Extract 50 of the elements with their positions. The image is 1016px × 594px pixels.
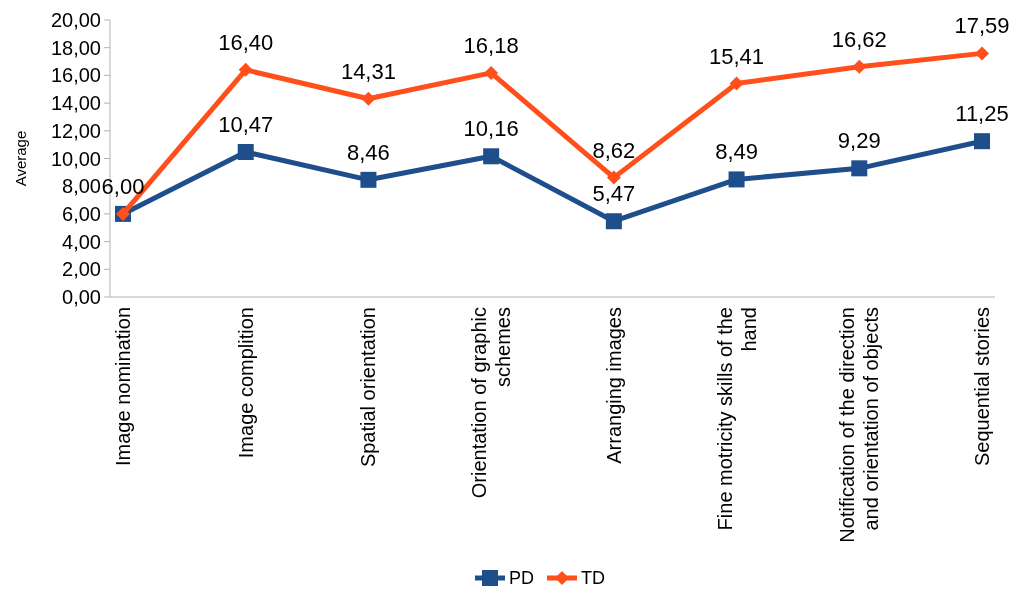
point	[361, 91, 376, 106]
y-tick-label: 2,00	[62, 258, 101, 281]
data-label: 9,29	[837, 128, 881, 154]
point	[729, 76, 744, 91]
y-tick-label: 16,00	[50, 64, 101, 87]
y-tick-label: 4,00	[62, 230, 101, 253]
x-tick-label: Image complition	[234, 307, 257, 459]
data-label: 6,00	[101, 173, 145, 199]
legend-label: PD	[509, 568, 535, 589]
point	[483, 148, 500, 165]
y-tick-label: 14,00	[50, 92, 101, 115]
point	[605, 213, 622, 230]
x-tick-label: Spatial orientation	[357, 307, 380, 468]
point	[728, 171, 745, 188]
point	[852, 59, 867, 74]
x-tick-label: Orientation of graphic schemes	[468, 307, 515, 499]
y-tick-label: 18,00	[50, 36, 101, 59]
data-label: 8,62	[592, 137, 636, 163]
data-label: 10,16	[463, 116, 519, 142]
point	[360, 171, 377, 188]
point	[238, 62, 253, 77]
y-axis-title: Average	[12, 130, 29, 187]
y-tick-label: 12,00	[50, 119, 101, 142]
point	[484, 65, 499, 80]
y-tick-label: 20,00	[50, 9, 101, 31]
x-tick-label: Sequential stories	[971, 307, 993, 466]
data-label: 10,47	[218, 111, 274, 137]
y-tick-label: 10,00	[50, 147, 101, 170]
data-label: 14,31	[340, 58, 396, 84]
data-label: 16,62	[831, 26, 887, 52]
point	[974, 133, 990, 150]
y-tick-label: 8,00	[62, 175, 101, 198]
data-label: 17,59	[954, 13, 1010, 39]
point	[237, 143, 254, 160]
x-tick-label: Fine motricity skills of the hand	[713, 307, 760, 531]
data-label: 15,41	[709, 43, 765, 69]
data-label: 8,46	[347, 139, 390, 165]
data-label: 5,47	[592, 181, 636, 207]
x-tick-label: Image nomination	[112, 307, 134, 466]
x-tick-label: Arranging images	[602, 307, 625, 464]
data-label: 11,25	[955, 101, 1009, 127]
y-tick-label: 0,00	[62, 286, 101, 308]
y-tick-label: 6,00	[62, 202, 101, 225]
point	[851, 160, 868, 177]
point	[606, 170, 621, 185]
point	[975, 46, 989, 61]
data-label: 8,49	[715, 139, 758, 165]
legend-label: TD	[581, 568, 605, 589]
data-label: 16,40	[218, 29, 274, 55]
data-label: 16,18	[463, 32, 519, 58]
